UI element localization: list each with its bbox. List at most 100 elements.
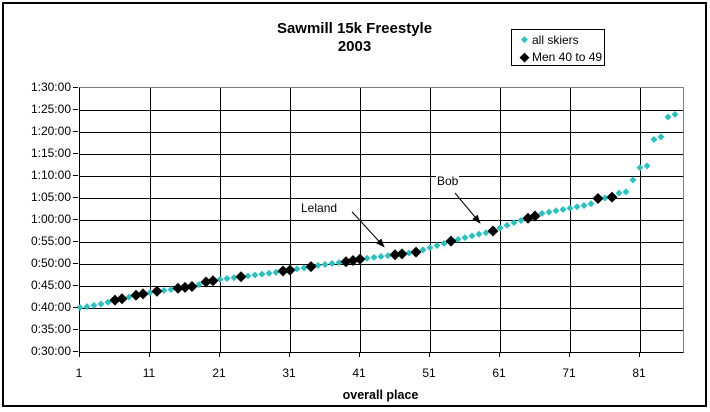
data-point-men-40-to-49 xyxy=(445,235,457,247)
y-axis-tick xyxy=(73,219,78,220)
data-point-men-40-to-49 xyxy=(410,246,422,258)
data-point-men-40-to-49 xyxy=(179,281,191,293)
data-point-all-skiers xyxy=(300,264,308,272)
data-point-all-skiers xyxy=(230,274,238,282)
data-point-all-skiers xyxy=(272,268,280,276)
data-point-all-skiers xyxy=(104,298,112,306)
data-point-all-skiers xyxy=(97,300,105,308)
legend: ◆ all skiers ◆ Men 40 to 49 xyxy=(511,29,605,66)
y-tick-label: 1:20:00 xyxy=(30,124,71,138)
annotation-leland: Leland xyxy=(300,201,339,215)
y-axis-tick xyxy=(73,153,78,154)
data-point-all-skiers xyxy=(496,224,504,232)
data-point-all-skiers xyxy=(293,265,301,273)
x-tick-label: 71 xyxy=(562,366,576,380)
data-point-all-skiers xyxy=(335,259,343,267)
x-tick-label: 1 xyxy=(75,366,83,380)
data-point-all-skiers xyxy=(363,254,371,262)
data-point-men-40-to-49 xyxy=(606,191,618,203)
y-axis-tick xyxy=(73,329,78,330)
data-point-all-skiers xyxy=(328,260,336,268)
x-axis-tick xyxy=(569,352,570,357)
y-tick-label: 1:05:00 xyxy=(30,190,71,204)
data-point-all-skiers xyxy=(321,260,329,268)
legend-label-all-skiers: all skiers xyxy=(532,32,579,47)
data-point-all-skiers xyxy=(314,261,322,269)
data-point-all-skiers xyxy=(657,133,665,141)
y-axis-tick xyxy=(73,87,78,88)
data-point-men-40-to-49 xyxy=(389,249,401,261)
data-point-men-40-to-49 xyxy=(396,248,408,260)
data-point-all-skiers xyxy=(552,207,560,215)
data-point-men-40-to-49 xyxy=(137,288,149,300)
y-tick-label: 1:10:00 xyxy=(30,168,71,182)
data-point-all-skiers xyxy=(573,203,581,211)
data-point-all-skiers xyxy=(587,200,595,208)
data-point-men-40-to-49 xyxy=(277,265,289,277)
y-tick-label: 0:30:00 xyxy=(30,344,71,358)
data-point-all-skiers xyxy=(216,275,224,283)
y-axis-tick xyxy=(73,285,78,286)
data-point-all-skiers xyxy=(433,242,441,250)
x-axis-title: overall place xyxy=(342,388,419,402)
legend-label-men-40-49: Men 40 to 49 xyxy=(532,49,603,64)
data-point-men-40-to-49 xyxy=(207,275,219,287)
y-axis-tick xyxy=(73,351,78,352)
data-point-all-skiers xyxy=(370,253,378,261)
x-tick-label: 61 xyxy=(492,366,506,380)
x-tick-label: 31 xyxy=(282,366,296,380)
data-point-men-40-to-49 xyxy=(186,280,198,292)
data-point-men-40-to-49 xyxy=(116,293,128,305)
x-tick-label: 51 xyxy=(422,366,436,380)
annotation-arrow-leland xyxy=(351,211,385,248)
data-point-men-40-to-49 xyxy=(284,264,296,276)
data-point-all-skiers xyxy=(580,201,588,209)
data-point-all-skiers xyxy=(258,270,266,278)
data-point-all-skiers xyxy=(146,289,154,297)
y-tick-label: 1:00:00 xyxy=(30,212,71,226)
data-point-all-skiers xyxy=(559,205,567,213)
data-point-all-skiers xyxy=(223,275,231,283)
x-tick-label: 41 xyxy=(352,366,366,380)
data-point-all-skiers xyxy=(251,271,259,279)
x-axis-tick xyxy=(359,352,360,357)
data-point-all-skiers xyxy=(419,246,427,254)
data-point-all-skiers xyxy=(545,208,553,216)
y-axis-tick xyxy=(73,241,78,242)
data-point-all-skiers xyxy=(265,269,273,277)
data-point-men-40-to-49 xyxy=(529,210,541,222)
y-tick-label: 1:15:00 xyxy=(30,146,71,160)
data-point-men-40-to-49 xyxy=(354,253,366,265)
data-point-men-40-to-49 xyxy=(130,289,142,301)
x-tick-label: 11 xyxy=(142,366,156,380)
data-point-men-40-to-49 xyxy=(340,256,352,268)
annotation-arrow-bob xyxy=(454,192,481,224)
data-point-men-40-to-49 xyxy=(235,271,247,283)
data-point-all-skiers xyxy=(440,239,448,247)
data-point-all-skiers xyxy=(650,135,658,143)
data-point-all-skiers xyxy=(671,110,679,118)
data-point-all-skiers xyxy=(244,272,252,280)
x-axis-tick xyxy=(79,352,80,357)
y-axis-tick xyxy=(73,197,78,198)
x-axis-tick xyxy=(429,352,430,357)
data-point-all-skiers xyxy=(538,209,546,217)
chart-title-line1: Sawmill 15k Freestyle xyxy=(276,20,433,37)
y-axis-tick xyxy=(73,109,78,110)
data-point-all-skiers xyxy=(622,188,630,196)
y-tick-label: 0:35:00 xyxy=(30,322,71,336)
data-point-all-skiers xyxy=(615,189,623,197)
data-point-all-skiers xyxy=(636,164,644,172)
men-40-49-diamond-icon: ◆ xyxy=(519,49,530,64)
x-tick-label: 81 xyxy=(632,366,646,380)
data-point-all-skiers xyxy=(76,304,84,312)
chart-title-line2: 2003 xyxy=(337,38,372,55)
data-point-all-skiers xyxy=(90,301,98,309)
y-axis-tick xyxy=(73,175,78,176)
data-point-all-skiers xyxy=(475,230,483,238)
chart-frame: Sawmill 15k Freestyle 2003 ◆ all skiers … xyxy=(2,2,707,407)
data-point-all-skiers xyxy=(510,219,518,227)
data-point-men-40-to-49 xyxy=(305,261,317,273)
y-tick-label: 0:40:00 xyxy=(30,300,71,314)
y-tick-label: 0:45:00 xyxy=(30,278,71,292)
